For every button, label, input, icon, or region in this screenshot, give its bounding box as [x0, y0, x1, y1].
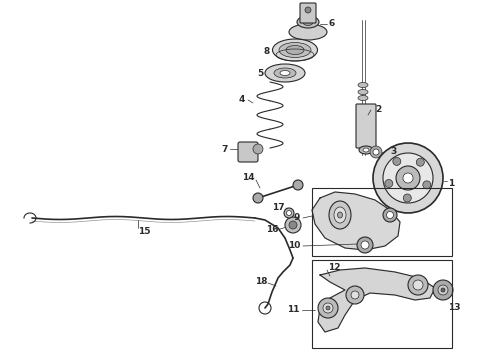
Text: 5: 5	[257, 69, 263, 78]
Ellipse shape	[272, 39, 318, 61]
Ellipse shape	[289, 24, 327, 40]
Ellipse shape	[265, 64, 305, 82]
Text: 10: 10	[288, 242, 300, 251]
Circle shape	[357, 237, 373, 253]
Circle shape	[293, 180, 303, 190]
Text: 16: 16	[267, 225, 279, 234]
Circle shape	[326, 306, 330, 310]
Circle shape	[385, 180, 393, 188]
FancyBboxPatch shape	[300, 3, 316, 23]
Ellipse shape	[303, 18, 313, 26]
Text: 7: 7	[221, 144, 228, 153]
Ellipse shape	[363, 148, 369, 152]
Circle shape	[370, 146, 382, 158]
Ellipse shape	[359, 146, 373, 154]
Circle shape	[393, 157, 401, 165]
Polygon shape	[318, 268, 435, 332]
Circle shape	[387, 211, 393, 219]
Ellipse shape	[274, 68, 296, 78]
Ellipse shape	[338, 212, 343, 218]
Circle shape	[253, 144, 263, 154]
Circle shape	[346, 286, 364, 304]
Text: 15: 15	[138, 228, 150, 237]
Circle shape	[323, 303, 333, 313]
Circle shape	[441, 288, 445, 292]
Text: 6: 6	[328, 19, 334, 28]
Circle shape	[396, 166, 420, 190]
Text: 3: 3	[390, 148, 396, 157]
Ellipse shape	[329, 201, 351, 229]
Ellipse shape	[279, 42, 311, 58]
Circle shape	[287, 211, 292, 216]
Text: 14: 14	[243, 174, 255, 183]
Text: 4: 4	[239, 95, 245, 104]
Text: 2: 2	[375, 105, 381, 114]
Text: 1: 1	[448, 179, 454, 188]
FancyBboxPatch shape	[238, 142, 258, 162]
Text: 9: 9	[294, 213, 300, 222]
Ellipse shape	[297, 16, 319, 28]
Bar	[312, 260, 452, 348]
Polygon shape	[312, 192, 400, 250]
FancyBboxPatch shape	[356, 104, 376, 148]
Circle shape	[318, 298, 338, 318]
Circle shape	[373, 143, 443, 213]
Circle shape	[433, 280, 453, 300]
Circle shape	[253, 193, 263, 203]
Circle shape	[413, 280, 423, 290]
Circle shape	[403, 173, 413, 183]
Ellipse shape	[334, 207, 346, 223]
Circle shape	[438, 285, 448, 295]
Circle shape	[351, 291, 359, 299]
Ellipse shape	[358, 95, 368, 100]
Circle shape	[408, 275, 428, 295]
Circle shape	[285, 217, 301, 233]
Circle shape	[403, 194, 411, 202]
Ellipse shape	[358, 90, 368, 94]
Text: 18: 18	[255, 278, 268, 287]
Circle shape	[373, 149, 379, 155]
Circle shape	[284, 208, 294, 218]
Text: 11: 11	[288, 306, 300, 315]
Circle shape	[383, 153, 433, 203]
Ellipse shape	[358, 82, 368, 87]
Text: 8: 8	[264, 48, 270, 57]
Text: 13: 13	[448, 303, 461, 312]
Circle shape	[383, 208, 397, 222]
Circle shape	[416, 158, 424, 166]
Circle shape	[423, 181, 431, 189]
Circle shape	[361, 241, 369, 249]
Text: 17: 17	[272, 202, 285, 211]
Circle shape	[305, 7, 311, 13]
Text: 12: 12	[328, 262, 341, 271]
Ellipse shape	[286, 45, 304, 54]
Circle shape	[289, 221, 297, 229]
Bar	[312, 188, 452, 256]
Ellipse shape	[280, 71, 290, 76]
